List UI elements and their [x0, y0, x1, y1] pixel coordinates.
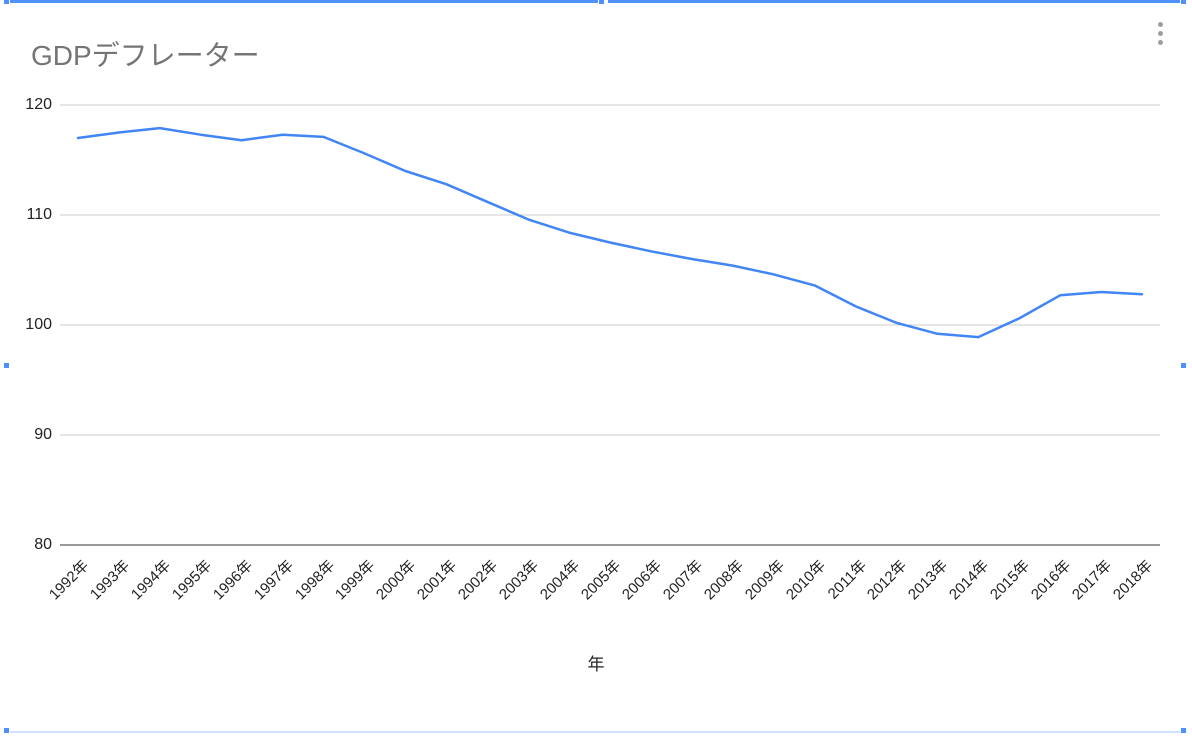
y-tick-label: 90	[2, 426, 52, 444]
x-axis-title: 年	[0, 650, 1192, 675]
y-tick-label: 120	[2, 96, 52, 114]
resize-handle-top-left[interactable]	[3, 0, 10, 5]
selection-border-segment	[608, 0, 1184, 3]
resize-handle-top-right[interactable]	[1180, 0, 1187, 5]
resize-handle-middle-left[interactable]	[3, 362, 10, 369]
vertical-dots-icon	[1158, 22, 1163, 27]
chart-options-menu-button[interactable]	[1150, 18, 1170, 48]
y-tick-label: 80	[2, 536, 52, 554]
selection-border-segment	[8, 0, 598, 3]
resize-handle-bottom-right[interactable]	[1180, 727, 1187, 734]
y-tick-label: 110	[2, 206, 52, 224]
vertical-dots-icon	[1158, 40, 1163, 45]
resize-handle-bottom-left[interactable]	[3, 727, 10, 734]
resize-handle-middle-right[interactable]	[1180, 362, 1187, 369]
chart-container: GDPデフレーター 8090100110120 1992年1993年1994年1…	[0, 0, 1192, 738]
vertical-dots-icon	[1158, 31, 1163, 36]
resize-handle-top-middle[interactable]	[598, 0, 605, 5]
y-tick-label: 100	[2, 316, 52, 334]
chart-title: GDPデフレーター	[31, 34, 260, 74]
data-line	[78, 128, 1142, 337]
chart-svg	[60, 105, 1160, 545]
selection-border-segment	[8, 731, 1184, 733]
plot-area	[60, 105, 1160, 545]
